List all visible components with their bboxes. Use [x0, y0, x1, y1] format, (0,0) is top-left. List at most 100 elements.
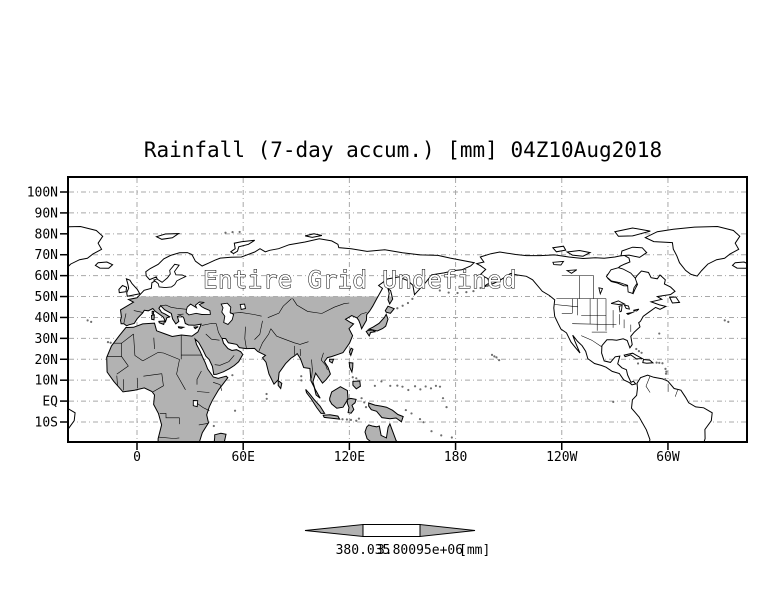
state-border — [38, 390, 40, 397]
landmass — [565, 249, 592, 257]
country-border — [123, 313, 127, 324]
island-dot — [430, 430, 433, 433]
island-dot — [441, 397, 445, 400]
landmass — [756, 286, 764, 293]
y-axis-label: EQ — [42, 395, 58, 410]
island-dot — [637, 350, 641, 353]
country-border — [142, 352, 180, 362]
island-dot — [27, 368, 29, 370]
country-border — [161, 304, 187, 310]
landmass — [0, 228, 13, 236]
island-dot — [345, 418, 349, 421]
country-border — [133, 310, 143, 313]
country-border — [244, 326, 247, 349]
country-border — [196, 391, 210, 393]
colorbar-right-arrow — [419, 523, 476, 538]
island-dot — [396, 307, 399, 310]
land-fill — [214, 433, 226, 441]
island-dot — [355, 419, 358, 422]
y-axis-label: 80N — [35, 227, 58, 242]
lake — [618, 304, 623, 313]
island-dot — [18, 362, 20, 364]
country-border — [152, 373, 164, 393]
state-border — [572, 323, 617, 325]
island-dot — [106, 341, 110, 344]
island-dot — [233, 409, 237, 412]
island-dot — [21, 362, 23, 364]
country-border — [254, 320, 263, 340]
state-border — [581, 335, 602, 348]
coastline — [305, 389, 326, 414]
y-axis-label: 10N — [35, 374, 58, 389]
coastline — [151, 310, 155, 316]
island-dot — [438, 385, 442, 388]
landmass — [304, 233, 323, 238]
undefined-grid-message: Entire Grid Undefined — [203, 266, 517, 294]
island-dot — [486, 284, 489, 287]
island-dot — [640, 351, 643, 354]
western-landmass-layer — [0, 225, 764, 441]
land-fill — [158, 321, 165, 325]
country-border — [116, 375, 118, 386]
colorbar-legend: 380.035 3.80095e+06 [mm] — [304, 523, 490, 558]
state-border — [674, 389, 678, 397]
island-dot — [265, 397, 268, 400]
country-border — [176, 359, 186, 390]
lake — [552, 260, 565, 266]
lake — [605, 267, 638, 294]
country-border — [121, 333, 134, 344]
x-axis-label: 180 — [444, 450, 467, 465]
island-dot — [723, 319, 726, 322]
country-border — [214, 355, 235, 366]
lake — [625, 311, 635, 316]
island-dot — [658, 361, 661, 364]
coastline — [177, 326, 186, 329]
landmass — [668, 296, 681, 304]
country-border — [311, 359, 313, 379]
inland-sea — [185, 301, 211, 316]
island-dot — [363, 401, 366, 404]
landmass — [69, 408, 76, 429]
island-dot — [401, 304, 404, 307]
landmass — [229, 239, 255, 255]
island-dot — [438, 289, 441, 292]
state-border — [9, 376, 13, 393]
country-border — [267, 298, 292, 318]
island-dot — [24, 362, 26, 364]
coastline — [384, 305, 396, 314]
island-dot — [401, 385, 404, 388]
island-dot — [3, 352, 5, 354]
island-dot — [27, 378, 29, 380]
island-dot — [396, 384, 399, 387]
inland-seas-layer — [0, 260, 640, 408]
land-fill — [365, 423, 397, 441]
island-dot — [495, 356, 498, 359]
land-fill — [106, 296, 378, 441]
colorbar-box — [362, 524, 421, 537]
y-axis-label: 100N — [27, 186, 58, 201]
island-dot — [407, 388, 410, 392]
lake — [0, 309, 2, 311]
coastline — [213, 432, 227, 441]
lake — [565, 269, 578, 274]
lake — [633, 308, 640, 312]
island-dot — [389, 384, 392, 387]
island-dot — [418, 417, 422, 421]
coastline — [346, 397, 357, 414]
y-axis-label: 40N — [35, 311, 58, 326]
island-dot — [490, 353, 494, 356]
landmass — [155, 233, 181, 240]
coastline — [329, 358, 335, 364]
country-border — [258, 328, 272, 352]
country-border — [198, 423, 209, 426]
coastline — [193, 326, 199, 330]
coastline — [348, 347, 354, 357]
landmass — [623, 352, 645, 360]
x-axis-label: 60W — [656, 450, 680, 465]
coastline — [277, 379, 283, 390]
island-dot — [349, 418, 353, 422]
country-border — [116, 356, 129, 375]
political-borders-layer — [9, 275, 678, 439]
